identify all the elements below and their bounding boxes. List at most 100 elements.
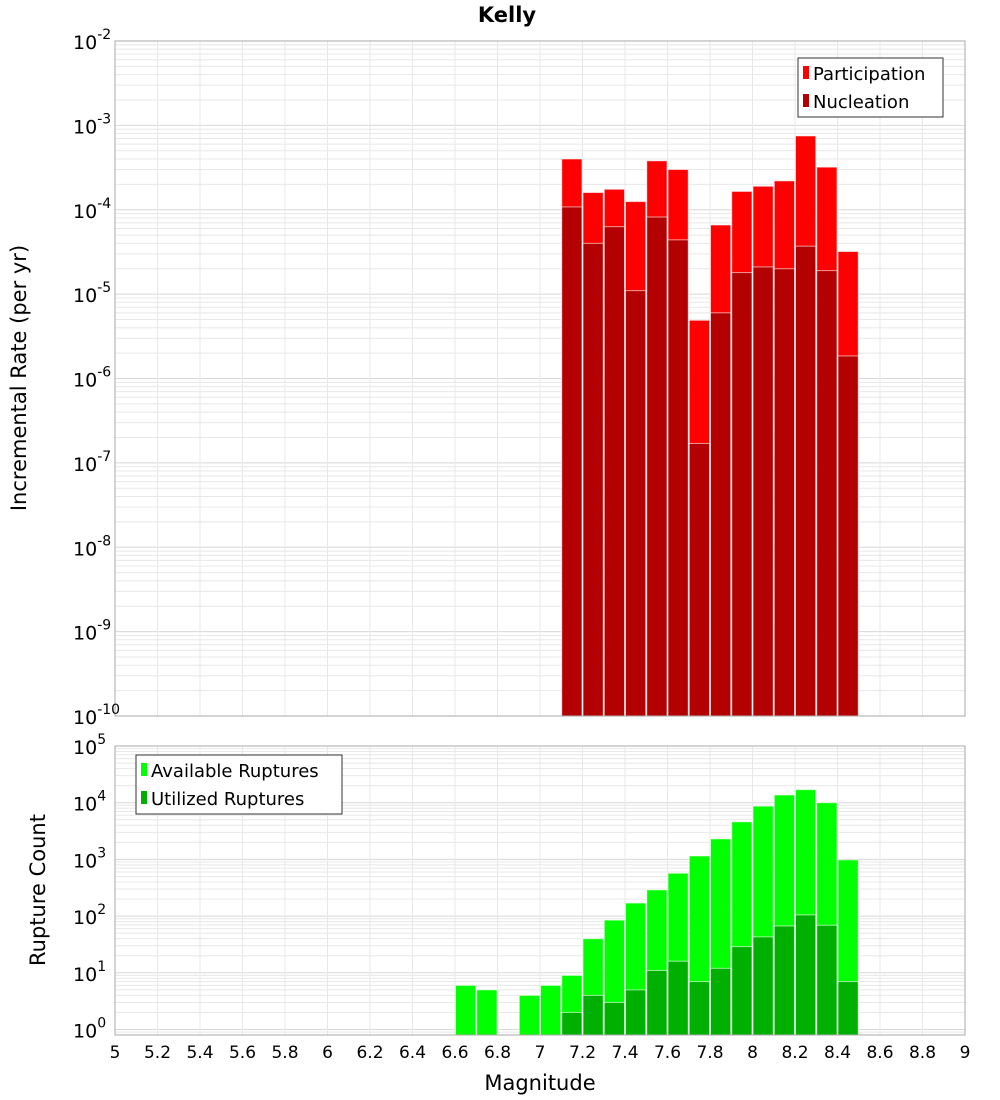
y-tick-exponent: 4 bbox=[97, 789, 106, 805]
x-tick-label: 7.2 bbox=[569, 1043, 596, 1063]
y-tick-exponent: 0 bbox=[97, 1016, 106, 1032]
x-tick-label: 8.8 bbox=[909, 1043, 936, 1063]
x-axis-label: Magnitude bbox=[484, 1071, 595, 1095]
x-tick-label: 5 bbox=[110, 1043, 121, 1063]
y-tick-exponent: -6 bbox=[97, 365, 111, 381]
legend-swatch bbox=[803, 66, 809, 79]
y-tick-label: 102 bbox=[73, 902, 106, 929]
bar-utilized-ruptures bbox=[667, 960, 689, 1036]
y-tick-label: 103 bbox=[73, 845, 106, 872]
bar-nucleation bbox=[582, 242, 604, 717]
y-tick-exponent: -4 bbox=[97, 196, 111, 212]
y-tick-exponent: -2 bbox=[97, 27, 111, 43]
bar-available-ruptures bbox=[540, 984, 562, 1036]
bar-nucleation bbox=[625, 290, 647, 717]
bar-nucleation bbox=[561, 206, 583, 717]
chart-title: Kelly bbox=[478, 3, 537, 27]
legend-label: Available Ruptures bbox=[151, 761, 319, 782]
x-tick-label: 7.6 bbox=[654, 1043, 681, 1063]
bar-utilized-ruptures bbox=[837, 981, 859, 1036]
x-tick-label: 5.4 bbox=[186, 1043, 213, 1063]
bar-nucleation bbox=[667, 239, 689, 717]
top-y-axis-label: Incremental Rate (per yr) bbox=[7, 245, 31, 511]
legend-label: Nucleation bbox=[813, 92, 909, 113]
x-tick-label: 5.2 bbox=[144, 1043, 171, 1063]
bar-utilized-ruptures bbox=[816, 924, 838, 1036]
bar-utilized-ruptures bbox=[582, 994, 604, 1036]
bar-nucleation bbox=[837, 355, 859, 717]
bar-nucleation bbox=[816, 270, 838, 717]
bar-nucleation bbox=[752, 266, 774, 717]
bar-utilized-ruptures bbox=[773, 925, 795, 1036]
x-tick-label: 7.8 bbox=[696, 1043, 723, 1063]
bar-utilized-ruptures bbox=[731, 946, 753, 1036]
y-tick-exponent: 5 bbox=[97, 732, 106, 748]
bar-nucleation bbox=[646, 216, 668, 717]
legend-label: Participation bbox=[813, 64, 925, 85]
bar-utilized-ruptures bbox=[561, 1011, 583, 1036]
y-tick-exponent: -3 bbox=[97, 111, 111, 127]
x-tick-label: 6.6 bbox=[441, 1043, 468, 1063]
legend-box bbox=[797, 57, 944, 118]
bar-nucleation bbox=[795, 245, 817, 717]
y-tick-label: 104 bbox=[73, 789, 106, 816]
legend-swatch bbox=[141, 763, 147, 776]
bar-utilized-ruptures bbox=[646, 969, 668, 1036]
bar-utilized-ruptures bbox=[625, 989, 647, 1036]
y-tick-label: 10-3 bbox=[73, 111, 111, 138]
y-tick-exponent: -8 bbox=[97, 533, 111, 549]
x-tick-label: 8.2 bbox=[781, 1043, 808, 1063]
x-tick-label: 8 bbox=[747, 1043, 758, 1063]
y-tick-exponent: 3 bbox=[97, 845, 106, 861]
legend-swatch bbox=[141, 791, 147, 804]
bottom-y-axis-label: Rupture Count bbox=[26, 814, 50, 966]
bar-utilized-ruptures bbox=[752, 936, 774, 1036]
legend-box bbox=[135, 754, 343, 815]
y-tick-label: 10-10 bbox=[73, 702, 120, 729]
bar-nucleation bbox=[773, 268, 795, 717]
x-tick-label: 6.4 bbox=[399, 1043, 426, 1063]
y-tick-exponent: -9 bbox=[97, 618, 111, 634]
y-tick-label: 105 bbox=[73, 732, 106, 759]
y-tick-label: 10-6 bbox=[73, 365, 111, 392]
y-tick-label: 101 bbox=[73, 959, 106, 986]
x-tick-label: 5.8 bbox=[271, 1043, 298, 1063]
y-tick-label: 100 bbox=[73, 1016, 106, 1043]
plot-panel-0: 10-2 10-3 10-4 10-5 10-6 10-7 10-8 10-9 10-10 Par… bbox=[73, 27, 966, 729]
x-tick-label: 7 bbox=[535, 1043, 546, 1063]
bar-available-ruptures bbox=[476, 989, 498, 1036]
bar-nucleation bbox=[688, 442, 710, 717]
bar-utilized-ruptures bbox=[710, 967, 732, 1036]
legend-swatch bbox=[803, 94, 809, 107]
x-tick-label: 9 bbox=[960, 1043, 971, 1063]
y-tick-exponent: -10 bbox=[97, 702, 120, 718]
y-tick-exponent: -7 bbox=[97, 449, 111, 465]
bar-nucleation bbox=[710, 312, 732, 717]
x-tick-label: 5.6 bbox=[229, 1043, 256, 1063]
y-tick-label: 10-5 bbox=[73, 280, 111, 307]
x-tick-label: 6.2 bbox=[356, 1043, 383, 1063]
bar-available-ruptures bbox=[518, 994, 540, 1036]
y-tick-label: 10-2 bbox=[73, 27, 111, 54]
bar-nucleation bbox=[731, 272, 753, 717]
y-tick-label: 10-7 bbox=[73, 449, 111, 476]
y-tick-exponent: 2 bbox=[97, 902, 106, 918]
y-tick-label: 10-4 bbox=[73, 196, 111, 223]
y-tick-label: 10-9 bbox=[73, 618, 111, 645]
bar-utilized-ruptures bbox=[688, 981, 710, 1036]
legend: Available Ruptures Utilized Ruptures bbox=[135, 754, 343, 815]
bar-utilized-ruptures bbox=[603, 1001, 625, 1036]
bar-nucleation bbox=[603, 226, 625, 717]
legend: Participation Nucleation bbox=[797, 57, 944, 118]
y-tick-label: 10-8 bbox=[73, 533, 111, 560]
x-tick-label: 8.4 bbox=[824, 1043, 851, 1063]
plot-border bbox=[114, 745, 966, 1036]
bar-utilized-ruptures bbox=[795, 914, 817, 1036]
y-tick-exponent: 1 bbox=[97, 959, 106, 975]
plot-border bbox=[114, 40, 966, 717]
x-tick-label: 7.4 bbox=[611, 1043, 638, 1063]
bar-available-ruptures bbox=[455, 984, 477, 1036]
legend-label: Utilized Ruptures bbox=[151, 789, 304, 810]
